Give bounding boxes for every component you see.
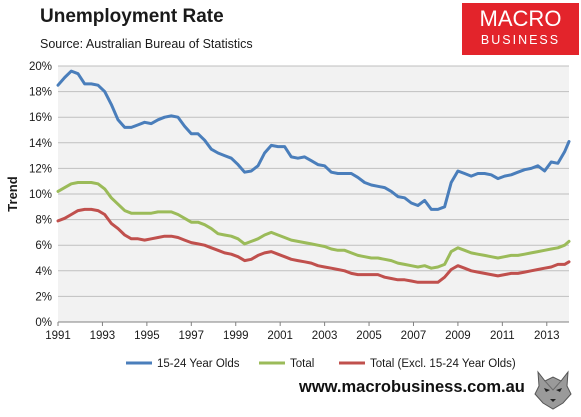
logo-line-1: MACRO	[479, 6, 562, 31]
y-tick-label: 20%	[29, 61, 52, 73]
y-tick-label: 18%	[29, 87, 52, 99]
legend-label: 15-24 Year Olds	[157, 358, 240, 370]
x-tick-label: 2005	[356, 330, 382, 342]
y-tick-label: 2%	[35, 291, 52, 303]
y-tick-label: 8%	[35, 215, 52, 227]
y-tick-label: 4%	[35, 266, 52, 278]
x-tick-label: 2011	[490, 330, 515, 342]
x-tick-label: 1993	[90, 330, 116, 342]
y-tick-label: 10%	[29, 189, 52, 201]
y-tick-label: 6%	[35, 240, 52, 252]
y-tick-label: 0%	[35, 317, 52, 329]
chart-source: Source: Australian Bureau of Statistics	[40, 37, 253, 51]
footer-url: www.macrobusiness.com.au	[299, 378, 525, 396]
series-line	[56, 181, 571, 270]
x-tick-label: 2001	[267, 330, 293, 342]
x-tick-label: 2013	[534, 330, 560, 342]
x-tick-label: 1991	[45, 330, 71, 342]
x-tick-label: 2009	[445, 330, 471, 342]
y-tick-label: 12%	[29, 163, 52, 175]
wolf-logo-icon	[530, 366, 576, 412]
series-line	[56, 207, 571, 284]
macrobusiness-logo: MACRO BUSINESS	[462, 3, 579, 55]
x-tick-label: 1999	[223, 330, 249, 342]
x-tick-label: 2003	[312, 330, 338, 342]
x-tick-label: 1995	[134, 330, 160, 342]
logo-line-2: BUSINESS	[480, 33, 561, 47]
chart-title: Unemployment Rate	[40, 6, 224, 27]
x-tick-label: 1997	[179, 330, 205, 342]
y-axis-label: Trend	[5, 176, 20, 211]
y-tick-label: 14%	[29, 138, 52, 150]
y-tick-label: 16%	[29, 112, 52, 124]
x-tick-label: 2007	[401, 330, 427, 342]
legend-label: Total	[290, 358, 314, 370]
legend-label: Total (Excl. 15-24 Year Olds)	[370, 358, 516, 370]
series-line	[56, 69, 571, 211]
